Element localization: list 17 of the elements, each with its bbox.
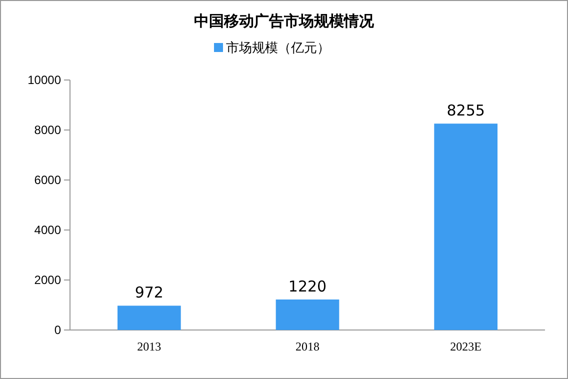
data-label: 1220: [288, 278, 327, 296]
data-label: 8255: [446, 102, 485, 120]
bar: [118, 306, 181, 330]
chart-title: 中国移动广告市场规模情况: [194, 12, 375, 30]
y-tick-label: 4000: [34, 222, 62, 237]
bar: [434, 124, 498, 330]
y-tick-label: 2000: [34, 272, 62, 287]
data-label: 972: [134, 284, 164, 302]
y-tick-label: 6000: [34, 172, 62, 187]
bar: [276, 300, 340, 330]
y-tick-label: 8000: [34, 122, 62, 137]
x-tick-label: 2013: [137, 340, 162, 354]
y-tick-label: 10000: [28, 72, 62, 87]
y-tick-label: 0: [54, 322, 62, 337]
x-tick-label: 2023E: [450, 340, 482, 354]
x-tick-label: 2018: [296, 340, 320, 354]
legend-label: 市场规模（亿元）: [226, 41, 330, 56]
